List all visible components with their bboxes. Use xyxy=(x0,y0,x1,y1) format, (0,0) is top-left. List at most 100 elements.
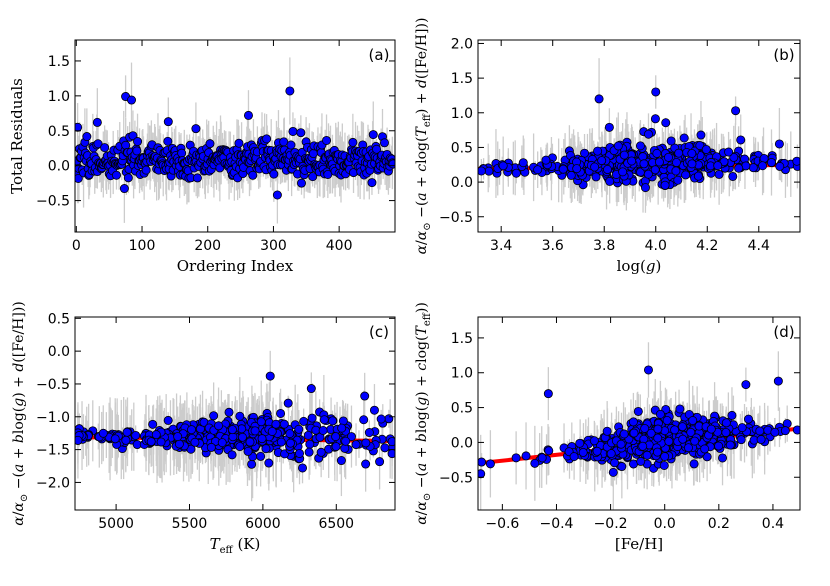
data-point xyxy=(123,173,133,183)
data-point xyxy=(661,118,671,128)
data-point xyxy=(652,148,662,158)
data-point xyxy=(319,415,329,425)
x-tick-label: 4.4 xyxy=(748,238,770,254)
y-tick-label: 1.5 xyxy=(451,71,473,87)
data-point xyxy=(272,190,282,200)
x-tick-label: 3.8 xyxy=(593,238,615,254)
data-point xyxy=(82,132,92,142)
data-point xyxy=(360,391,370,401)
data-point xyxy=(148,419,158,429)
data-point xyxy=(566,170,576,180)
data-point xyxy=(642,450,652,460)
y-axis-label: α/α⊙ −(a + blog(g) + d([Fe/H])) xyxy=(11,301,30,526)
x-tick-label: 0.4 xyxy=(762,516,784,532)
data-point xyxy=(131,430,141,440)
y-axis-label: Total Residuals xyxy=(8,78,26,194)
data-point xyxy=(660,180,670,190)
data-point xyxy=(110,434,120,444)
x-axis-label: [Fe/H] xyxy=(615,535,663,553)
panel-c: 5000 5500 6000 6500 −2.0 −1.5 −1.0 −0.5 0.0 0.5 (c… xyxy=(11,301,396,556)
data-point xyxy=(675,404,685,414)
data-point xyxy=(132,146,142,156)
data-point xyxy=(604,122,614,132)
x-tick-label: 0.2 xyxy=(708,516,730,532)
y-tick-label: 1.0 xyxy=(48,89,70,105)
data-point xyxy=(725,440,735,450)
axes-frame xyxy=(477,39,801,233)
data-point xyxy=(689,459,699,469)
data-point xyxy=(380,443,390,453)
data-point xyxy=(713,161,723,171)
data-point xyxy=(724,147,734,157)
data-point xyxy=(608,467,618,477)
data-point xyxy=(151,430,161,440)
plot-area xyxy=(478,58,800,213)
data-point xyxy=(729,152,739,162)
data-point xyxy=(141,165,151,175)
axes-frame xyxy=(477,316,801,511)
data-point xyxy=(322,135,332,145)
data-point xyxy=(478,166,486,176)
data-point xyxy=(671,166,681,176)
panel-label: (d) xyxy=(773,323,794,341)
data-point xyxy=(478,457,487,467)
data-point xyxy=(731,106,741,116)
data-point xyxy=(613,141,623,151)
data-point xyxy=(693,171,703,181)
data-point xyxy=(285,438,295,448)
data-point xyxy=(688,416,698,426)
data-point xyxy=(248,170,258,180)
data-point xyxy=(235,442,245,452)
panel-label: (b) xyxy=(773,46,794,64)
data-point xyxy=(331,442,341,452)
data-point xyxy=(318,425,328,435)
data-point xyxy=(128,131,138,141)
data-point xyxy=(361,438,371,448)
data-point xyxy=(257,434,267,444)
data-point xyxy=(558,164,568,174)
data-point xyxy=(173,432,183,442)
panel-label: (c) xyxy=(369,323,389,341)
y-tick-label: 0.5 xyxy=(451,401,473,417)
y-tick-label: −0.5 xyxy=(36,377,70,393)
data-point xyxy=(774,139,784,149)
data-point xyxy=(518,158,528,168)
data-point xyxy=(75,435,83,445)
data-point xyxy=(714,169,724,179)
data-point xyxy=(633,406,643,416)
y-tick-label: −0.5 xyxy=(36,194,70,210)
plot-area xyxy=(478,342,800,510)
data-point xyxy=(264,458,274,468)
data-point xyxy=(606,449,616,459)
data-point xyxy=(638,441,648,451)
data-point xyxy=(646,428,656,438)
data-point xyxy=(655,409,665,419)
data-point xyxy=(174,439,184,449)
data-point xyxy=(780,426,790,436)
data-point xyxy=(98,428,108,438)
x-tick-label: 0 xyxy=(72,238,81,254)
data-point xyxy=(572,164,582,174)
data-point xyxy=(773,376,783,386)
data-point xyxy=(298,463,308,473)
data-point xyxy=(592,446,602,456)
data-point xyxy=(209,411,219,421)
data-point xyxy=(235,411,245,421)
panel-label: (a) xyxy=(369,46,390,64)
data-points xyxy=(478,87,800,193)
data-point xyxy=(369,405,379,415)
data-point xyxy=(265,371,275,381)
y-tick-label: −0.5 xyxy=(439,210,473,226)
data-point xyxy=(256,417,266,427)
x-tick-label: 3.6 xyxy=(542,238,564,254)
data-point xyxy=(478,469,486,479)
data-point xyxy=(119,184,129,194)
data-point xyxy=(628,417,638,427)
data-point xyxy=(227,450,237,460)
data-point xyxy=(593,146,603,156)
data-point xyxy=(111,170,121,180)
error-bars xyxy=(480,58,799,213)
data-point xyxy=(294,424,304,434)
data-point xyxy=(285,86,295,96)
